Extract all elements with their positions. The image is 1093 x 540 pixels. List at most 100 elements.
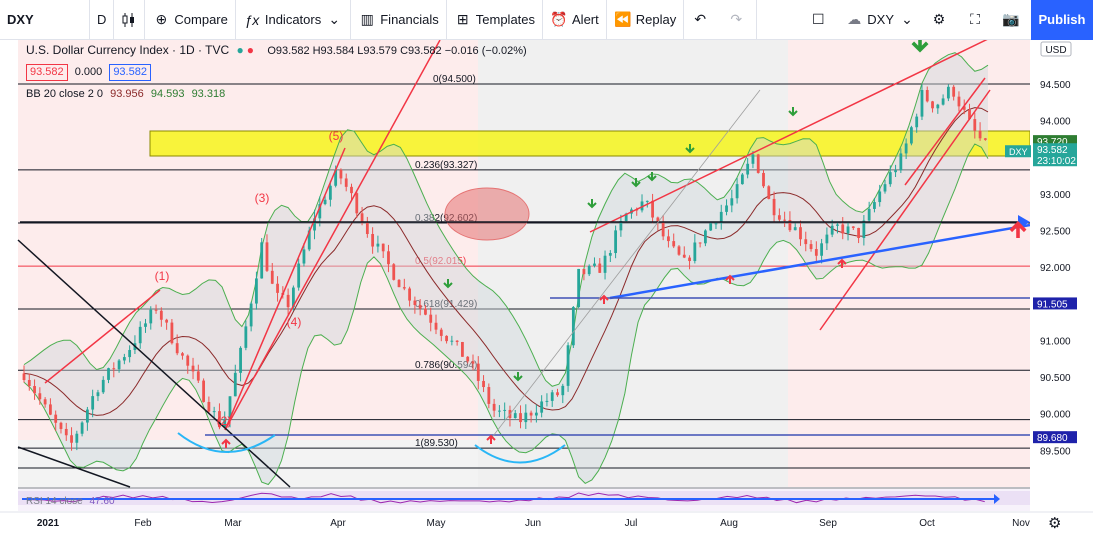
arrow-up-icon — [486, 434, 496, 444]
candle-body — [397, 279, 401, 288]
candle-body — [920, 90, 924, 117]
chart-type-button[interactable] — [114, 0, 146, 40]
trendline-red[interactable] — [224, 40, 441, 431]
channel-upper-line[interactable] — [589, 40, 990, 233]
redo-button[interactable]: ↷ — [720, 0, 758, 40]
candle-body — [656, 217, 660, 223]
candle-body — [339, 169, 343, 179]
candle-body — [603, 255, 607, 273]
indicators-button[interactable]: ƒx Indicators ⌄ — [236, 0, 352, 40]
wave-label[interactable]: (5) — [329, 129, 344, 143]
bid-ask-row: 93.582 0.000 93.582 — [26, 64, 151, 81]
candle-body — [276, 283, 279, 293]
wave-label[interactable]: (3) — [255, 191, 270, 205]
snapshot-button[interactable]: 📷 — [995, 0, 1031, 40]
rsi-label: RSI 14 close — [26, 496, 83, 507]
candle-body — [497, 410, 501, 412]
publish-button[interactable]: Publish — [1031, 0, 1093, 40]
bid-price[interactable]: 93.582 — [26, 64, 68, 81]
candle-body — [445, 335, 448, 342]
candle-body — [534, 412, 538, 416]
wave-label[interactable]: (2) — [217, 414, 232, 428]
candle-body — [693, 242, 697, 262]
candle-body — [577, 268, 581, 308]
candle-body — [672, 241, 676, 247]
time-axis-ticks: 2021 Feb Mar Apr May Jun Jul Aug Sep Oct Nov — [0, 511, 1093, 529]
candle-body — [429, 314, 433, 323]
plus-circle-icon: ⊕ — [155, 11, 168, 27]
trendline-black[interactable] — [17, 446, 131, 488]
candle-body — [825, 234, 829, 244]
compare-symbol-button[interactable]: ☁ DXY ⌄ — [838, 0, 923, 40]
candle-body — [450, 340, 454, 342]
rewind-icon: ⏪ — [614, 11, 632, 27]
candle-body — [265, 242, 269, 271]
candle-body — [381, 243, 385, 252]
candle-body — [561, 385, 565, 396]
arrow-markers — [221, 40, 1027, 508]
candle-body — [820, 243, 824, 256]
compare-button[interactable]: ⊕ Compare — [145, 0, 236, 40]
resistance-zone[interactable] — [149, 130, 1031, 157]
symbol-search[interactable]: DXY — [0, 0, 90, 40]
trend-drawings[interactable]: (1) (2) (3) (4) (5) — [17, 40, 1031, 488]
dotted-projection[interactable] — [489, 89, 761, 441]
rsi-arrowhead — [994, 494, 1000, 504]
bb-legend[interactable]: BB 20 close 2 0 93.956 94.593 93.318 — [26, 88, 225, 100]
publish-label: Publish — [1038, 12, 1086, 27]
bb-fill — [24, 52, 988, 485]
candle-body — [402, 287, 406, 289]
fib-retracement[interactable]: 0(94.500)0.236(93.327)0.382(92.602)0.5(9… — [18, 74, 1030, 469]
bb-upper-line — [23, 52, 989, 387]
price-tag-label: 91.505 — [1037, 299, 1068, 310]
price-axis[interactable] — [1030, 40, 1093, 487]
trendline-red[interactable] — [44, 289, 161, 384]
settings-button[interactable]: ⚙ — [923, 0, 959, 40]
candle-body — [714, 223, 718, 225]
candle-body — [249, 303, 253, 327]
financials-button[interactable]: ▥ Financials — [351, 0, 447, 40]
redo-icon: ↷ — [730, 11, 743, 27]
undo-button[interactable]: ↶ — [684, 0, 720, 40]
ask-price[interactable]: 93.582 — [109, 64, 151, 81]
axis-settings-button[interactable]: ⚙ — [1048, 514, 1061, 532]
fx-icon: ƒx — [244, 11, 260, 28]
candle-body — [894, 170, 897, 173]
arc-highlight[interactable] — [177, 432, 276, 453]
alert-button[interactable]: ⏰ Alert — [543, 0, 607, 40]
candle-body — [487, 387, 491, 404]
replay-label: Replay — [635, 12, 677, 27]
highlight-ellipse[interactable] — [444, 187, 530, 241]
candle-body — [756, 154, 760, 173]
templates-button[interactable]: ⊞ Templates — [447, 0, 544, 40]
candle-body — [186, 355, 190, 366]
replay-button[interactable]: ⏪ Replay — [607, 0, 685, 40]
wave-label[interactable]: (1) — [155, 269, 170, 283]
camera-icon: 📷 — [1002, 11, 1020, 27]
candle-body — [360, 213, 364, 223]
bb-lower-line — [23, 143, 989, 486]
candle-body — [149, 309, 153, 324]
candle-body — [957, 96, 961, 107]
layout-button[interactable]: ☐ — [802, 0, 838, 40]
candle-body — [624, 213, 628, 222]
candle-body — [651, 200, 654, 218]
currency-selector[interactable] — [1040, 41, 1072, 57]
fullscreen-button[interactable]: ⛶ — [959, 0, 995, 40]
trendline-black[interactable] — [17, 239, 291, 488]
fib-level-label: 0(94.500) — [433, 74, 476, 85]
trendline-red[interactable] — [904, 77, 986, 186]
trendline-red[interactable] — [819, 89, 991, 331]
wave-label[interactable]: (4) — [287, 315, 302, 329]
time-tick-label: Apr — [330, 518, 346, 529]
price-chart[interactable]: 0(94.500)0.236(93.327)0.382(92.602)0.5(9… — [0, 40, 1093, 540]
trendline-blue[interactable] — [609, 223, 1031, 300]
trendline-red[interactable] — [224, 147, 346, 431]
candle-body — [33, 386, 36, 394]
interval-button[interactable]: D — [90, 0, 115, 40]
rsi-legend[interactable]: RSI 14 close 47.60 — [26, 496, 115, 507]
candle-body — [43, 399, 47, 405]
arc-highlight[interactable] — [474, 444, 566, 464]
candle-body — [593, 263, 596, 266]
